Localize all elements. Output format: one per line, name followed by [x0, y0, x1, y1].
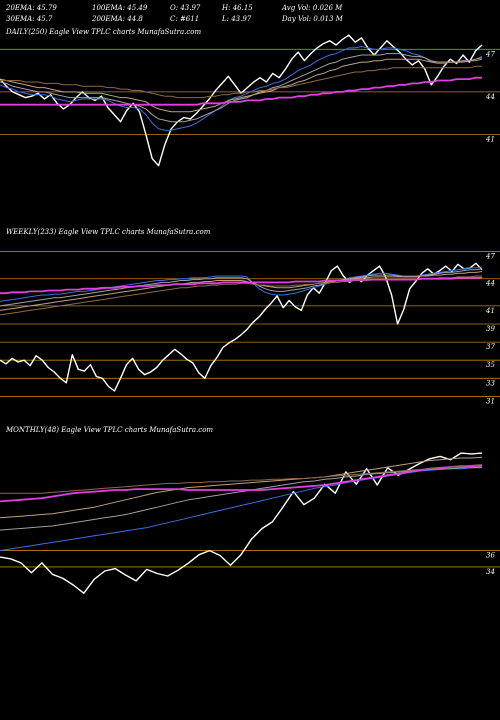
weekly-panel-label: WEEKLY(233) Eagle View TPLC charts Munaf…: [6, 228, 211, 236]
daily-ema50-line: [0, 58, 483, 113]
monthly-panel-label: MONTHLY(48) Eagle View TPLC charts Munaf…: [5, 426, 213, 434]
stat-avg-vol: Avg Vol: 0.026 M: [281, 4, 343, 12]
weekly-tick-label-37: 37: [486, 343, 495, 351]
stat-open: O: 43.97: [170, 4, 201, 12]
weekly-tick-label-33: 33: [486, 379, 495, 387]
monthly-ema_gray-line: [0, 466, 483, 531]
daily-panel: DAILY(250) Eagle View TPLC charts Munafa…: [0, 28, 500, 167]
stat-200ema: 200EMA: 44.8: [91, 15, 143, 23]
monthly-ema_magenta-line: [0, 464, 483, 503]
weekly-tick-label-44: 44: [485, 280, 495, 288]
weekly-ema50-line: [0, 271, 483, 311]
monthly-panel: MONTHLY(48) Eagle View TPLC charts Munaf…: [0, 426, 500, 594]
monthly-ema_tan-line: [0, 456, 483, 519]
weekly-tick-label-31: 31: [486, 397, 495, 405]
daily-ema30-line: [0, 53, 483, 123]
daily-ema200-line: [0, 76, 482, 106]
daily-tick-label-41: 41: [485, 136, 495, 144]
weekly-ema20-line: [0, 266, 483, 302]
weekly-tick-label-39: 39: [486, 325, 495, 333]
stat-20ema: 20EMA: 45.79: [5, 4, 57, 12]
stat-30ema: 30EMA: 45.7: [6, 15, 53, 23]
weekly-ema200-line: [0, 276, 482, 295]
weekly-price-line: [0, 262, 483, 392]
daily-tick-label-47: 47: [485, 50, 495, 58]
stat-100ema: 100EMA: 45.49: [92, 4, 148, 12]
weekly-tick-label-47: 47: [485, 253, 495, 261]
daily-ema20-line: [0, 46, 483, 131]
daily-panel-label: DAILY(250) Eagle View TPLC charts Munafa…: [5, 28, 202, 36]
header-stats: 20EMA: 45.79 100EMA: 45.49 O: 43.97 H: 4…: [5, 4, 344, 23]
monthly-ema_brown-line: [0, 464, 483, 494]
stat-day-vol: Day Vol: 0.013 M: [281, 15, 344, 23]
stat-low: L: 43.97: [221, 15, 252, 23]
monthly-tick-label-34: 34: [486, 568, 495, 576]
weekly-tick-label-35: 35: [486, 361, 495, 369]
weekly-panel: WEEKLY(233) Eagle View TPLC charts Munaf…: [0, 228, 500, 405]
stat-high: H: 46.15: [221, 4, 253, 12]
daily-ema100-line: [0, 65, 482, 99]
monthly-tick-label-36: 36: [486, 552, 495, 560]
weekly-tick-label-41: 41: [485, 307, 495, 315]
daily-tick-label-44: 44: [485, 93, 495, 101]
stat-change: C: #611: [170, 15, 199, 23]
